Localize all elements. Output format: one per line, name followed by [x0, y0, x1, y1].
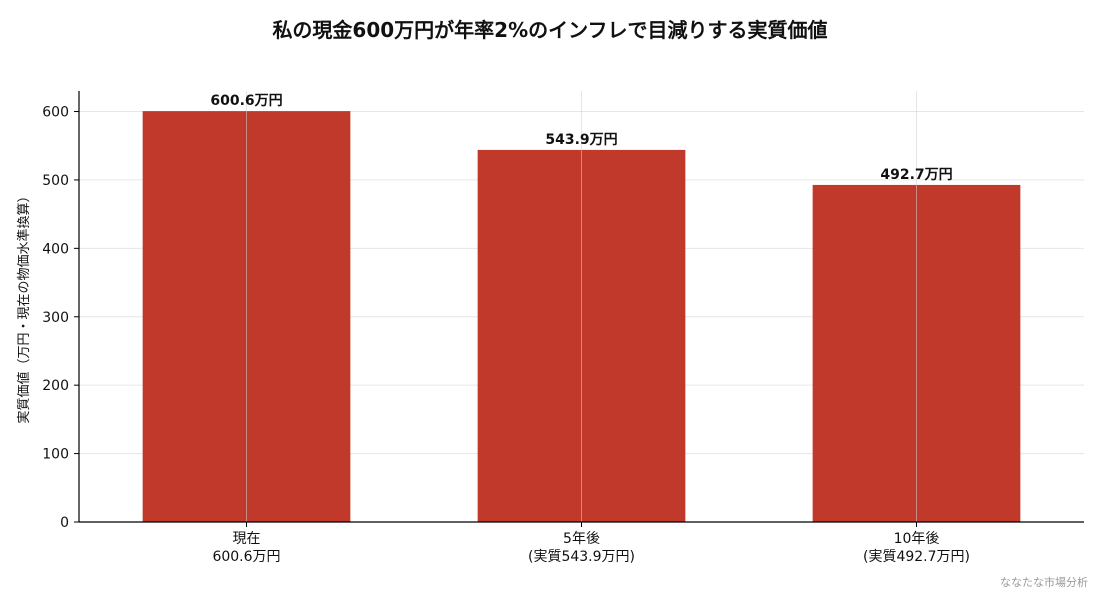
- watermark: ななたな市場分析: [1000, 576, 1088, 589]
- y-tick-label: 100: [42, 447, 69, 463]
- axis-layer: 0 100 200 300 400 500 600 現在 600.6万円 5年後 (実質543.9万…: [16, 91, 1084, 565]
- y-tick-label: 400: [42, 241, 69, 257]
- y-tick-label: 200: [42, 378, 69, 394]
- x-tick-label: 10年後: [894, 531, 940, 547]
- y-axis-label: 実質価値（万円・現在の物価水準換算）: [16, 189, 32, 423]
- y-tick-label: 0: [60, 515, 69, 531]
- chart-title: 私の現金600万円が年率2%のインフレで目減りする実質価値: [272, 18, 828, 42]
- y-tick-label: 600: [42, 105, 69, 121]
- vertical-grid-layer: [246, 91, 917, 522]
- x-tick-label: 600.6万円: [212, 549, 280, 565]
- x-tick-label: (実質492.7万円): [863, 549, 970, 565]
- x-tick-label: (実質543.9万円): [528, 549, 635, 565]
- x-tick-label: 現在: [233, 531, 261, 547]
- x-tick-label: 5年後: [563, 531, 600, 547]
- data-label: 543.9万円: [545, 132, 617, 148]
- data-label: 492.7万円: [880, 167, 952, 183]
- y-tick-label: 300: [42, 310, 69, 326]
- data-label: 600.6万円: [210, 93, 282, 109]
- labels-layer: 600.6万円 543.9万円 492.7万円: [210, 93, 952, 183]
- y-tick-label: 500: [42, 173, 69, 189]
